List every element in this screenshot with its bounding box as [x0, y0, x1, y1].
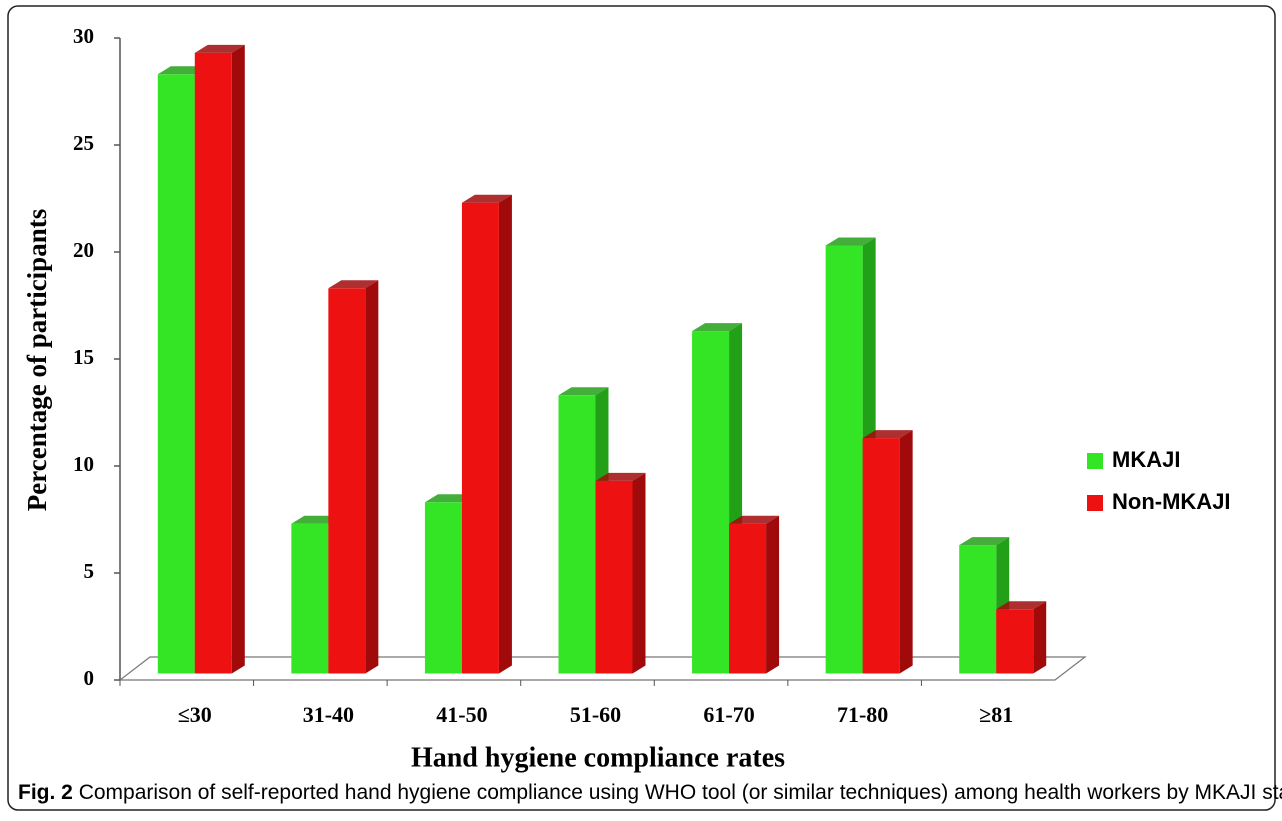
bar-face — [862, 430, 913, 439]
x-tick-label: 31-40 — [303, 702, 354, 727]
bar-face — [996, 609, 1034, 674]
legend-swatch — [1087, 495, 1103, 511]
y-tick-label: 5 — [84, 559, 95, 583]
floor — [118, 656, 1087, 681]
x-tick-label: ≤30 — [178, 702, 212, 727]
y-tick-label: 10 — [73, 452, 94, 476]
x-tick-label: 61-70 — [703, 702, 754, 727]
y-tick-label: 30 — [73, 24, 94, 48]
bar — [996, 601, 1047, 674]
bar-face — [1033, 601, 1047, 674]
legend-swatch — [1087, 453, 1103, 469]
bar-face — [461, 202, 499, 674]
bar-face — [291, 523, 329, 674]
x-tick-label: 71-80 — [837, 702, 888, 727]
bar-face — [194, 44, 245, 53]
bar — [194, 44, 245, 674]
y-tick-label: 0 — [84, 666, 95, 690]
bar-face — [365, 280, 379, 674]
bar-face — [558, 395, 596, 674]
bar-face — [825, 237, 876, 246]
bar-face — [461, 194, 512, 203]
bar-face — [862, 438, 900, 674]
x-tick-label: 51-60 — [570, 702, 621, 727]
y-tick-label: 25 — [73, 131, 94, 155]
figure-label: Fig. 2 — [18, 781, 73, 804]
bar-face — [595, 480, 633, 674]
bar-face — [157, 74, 195, 674]
bar-face — [498, 194, 512, 674]
caption-text: Comparison of self-reported hand hygiene… — [79, 781, 1282, 804]
bar — [692, 323, 743, 674]
bar-face — [424, 502, 462, 674]
legend-label: MKAJI — [1112, 447, 1180, 472]
y-tick-label: 20 — [73, 238, 94, 262]
x-tick-label: 41-50 — [436, 702, 487, 727]
bar — [461, 194, 512, 674]
bar-face — [194, 52, 232, 674]
bar-face — [996, 601, 1047, 610]
bar-face — [729, 523, 767, 674]
bar — [729, 515, 780, 674]
y-axis-label: Percentage of participants — [22, 209, 52, 511]
bar-face — [231, 44, 245, 674]
bar-face — [558, 387, 609, 396]
bar-face — [825, 245, 863, 674]
x-axis-label: Hand hygiene compliance rates — [411, 742, 785, 773]
caption: Fig. 2 Comparison of self-reported hand … — [18, 781, 1282, 804]
bar-face — [959, 537, 1010, 546]
bar-face — [729, 515, 780, 524]
x-tick-label: ≥81 — [979, 702, 1013, 727]
bar-face — [328, 280, 379, 289]
bar — [595, 472, 646, 674]
bar-face — [692, 323, 743, 332]
bar-face — [899, 430, 913, 674]
bar-face — [766, 515, 780, 674]
frame — [7, 5, 1276, 811]
bar-face — [959, 545, 997, 674]
bar-face — [692, 331, 730, 674]
legend-label: Non-MKAJI — [1112, 489, 1231, 514]
bar — [862, 430, 913, 674]
bar-face — [328, 288, 366, 674]
bar-face — [595, 472, 646, 481]
y-tick-label: 15 — [73, 345, 94, 369]
bar — [328, 280, 379, 674]
bar-face — [632, 472, 646, 674]
